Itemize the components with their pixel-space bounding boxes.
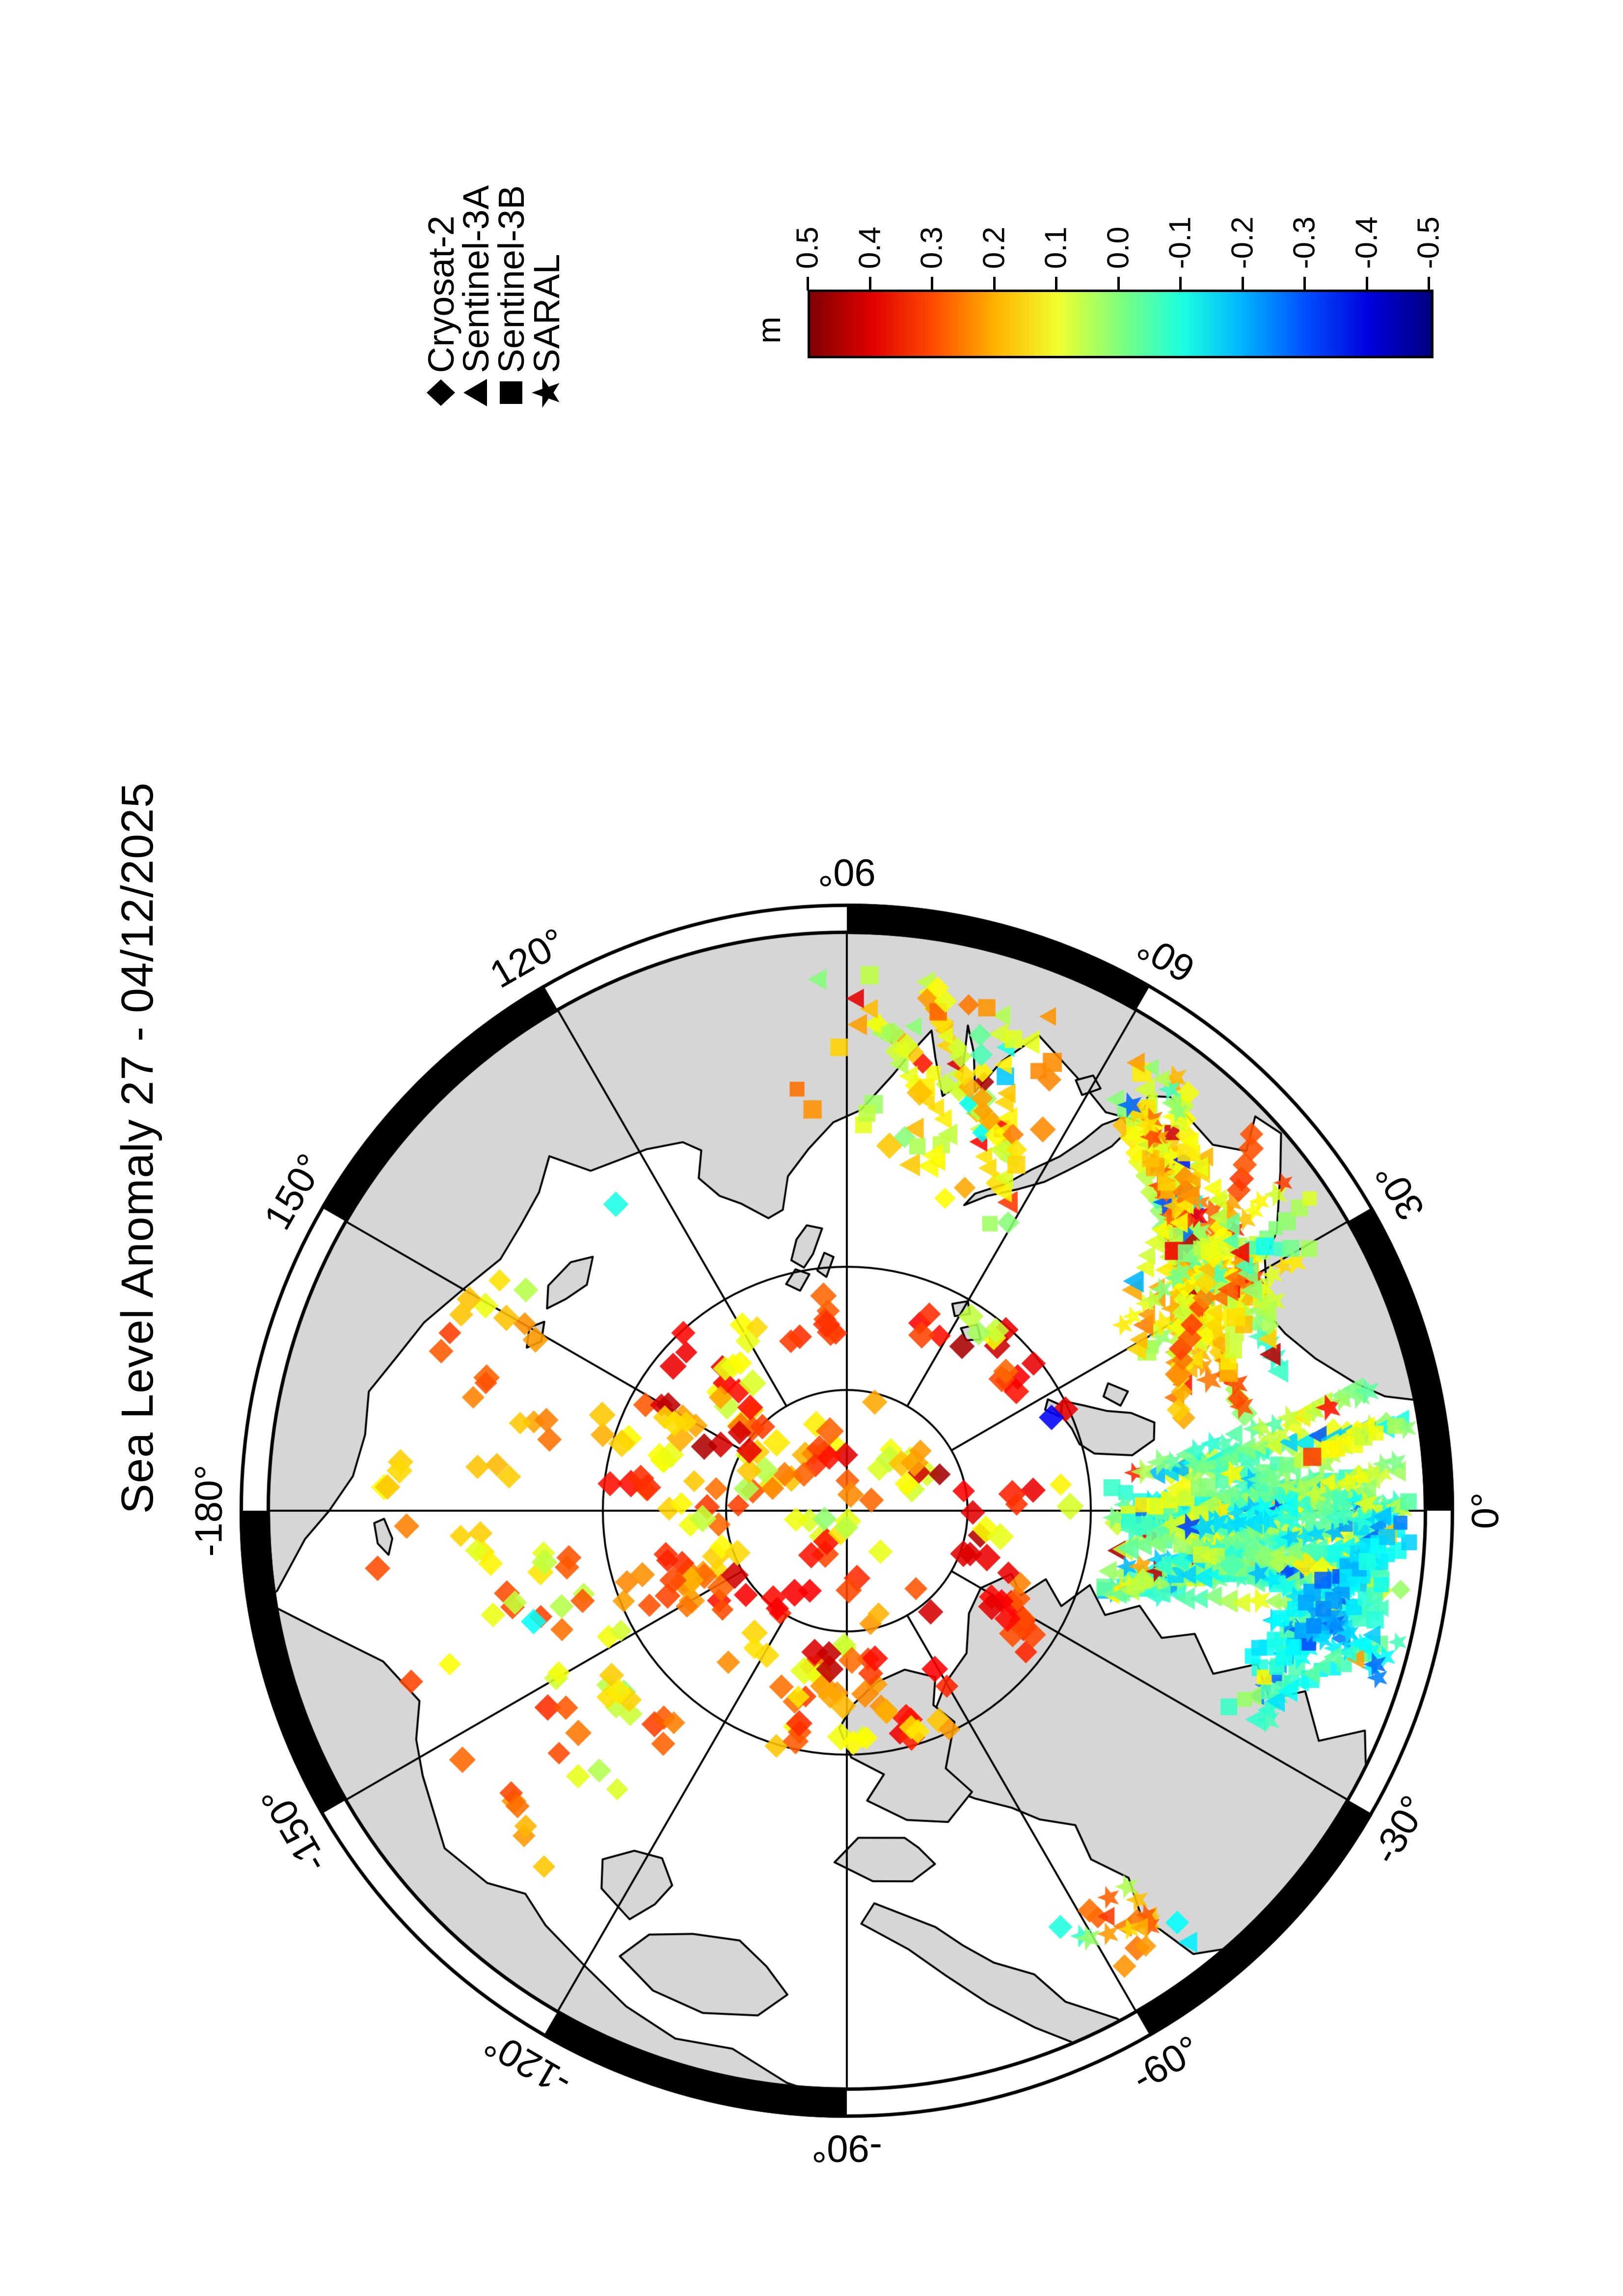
diamond-icon <box>421 373 460 412</box>
colorbar-tick-label: 0.3 <box>915 226 949 269</box>
legend-label: SARAL <box>526 254 567 373</box>
colorbar-tick-label: -0.1 <box>1163 216 1197 269</box>
legend-item-saral: SARAL <box>526 254 567 412</box>
legend-item-sentinel3b: Sentinel-3B <box>491 185 532 412</box>
colorbar-tick <box>1179 277 1182 291</box>
colorbar-tick <box>993 277 996 291</box>
square-icon <box>491 373 531 412</box>
colorbar-tick-label: 0.2 <box>977 226 1011 269</box>
colorbar-tick-label: -0.5 <box>1411 216 1446 269</box>
colorbar <box>808 290 1434 358</box>
colorbar-tick-label: 0.0 <box>1101 226 1135 269</box>
colorbar-tick-label: -0.2 <box>1225 216 1259 269</box>
colorbar-tick-label: -0.3 <box>1287 216 1322 269</box>
colorbar-unit-label: m <box>751 317 787 344</box>
colorbar-tick-label: 0.1 <box>1039 226 1073 269</box>
colorbar-tick <box>1117 277 1120 291</box>
colorbar-gradient <box>810 292 1431 356</box>
colorbar-tick <box>931 277 933 291</box>
colorbar-tick <box>1241 277 1244 291</box>
lon-label--180: -180° <box>187 1465 230 1557</box>
colorbar-tick-label: 0.5 <box>790 226 825 269</box>
colorbar-tick <box>868 277 871 291</box>
colorbar-tick-label: 0.4 <box>853 226 887 269</box>
lon-label--90: -90° <box>812 2127 882 2171</box>
colorbar-tick <box>1055 277 1057 291</box>
colorbar-tick <box>1428 277 1430 291</box>
triangle-icon <box>456 373 495 412</box>
legend-item-cryosat2: Cryosat-2 <box>421 215 461 412</box>
colorbar-tick <box>807 277 809 291</box>
plot-title: Sea Level Anomaly 27 - 04/12/2025 <box>112 782 162 1514</box>
star-icon <box>527 373 566 412</box>
lon-label-0: 0° <box>1463 1492 1507 1529</box>
colorbar-tick-label: -0.4 <box>1350 216 1383 269</box>
legend-item-sentinel3a: Sentinel-3A <box>456 185 496 412</box>
lon-label-90: 90° <box>818 851 876 895</box>
colorbar-tick <box>1303 277 1306 291</box>
colorbar-tick <box>1365 277 1368 291</box>
